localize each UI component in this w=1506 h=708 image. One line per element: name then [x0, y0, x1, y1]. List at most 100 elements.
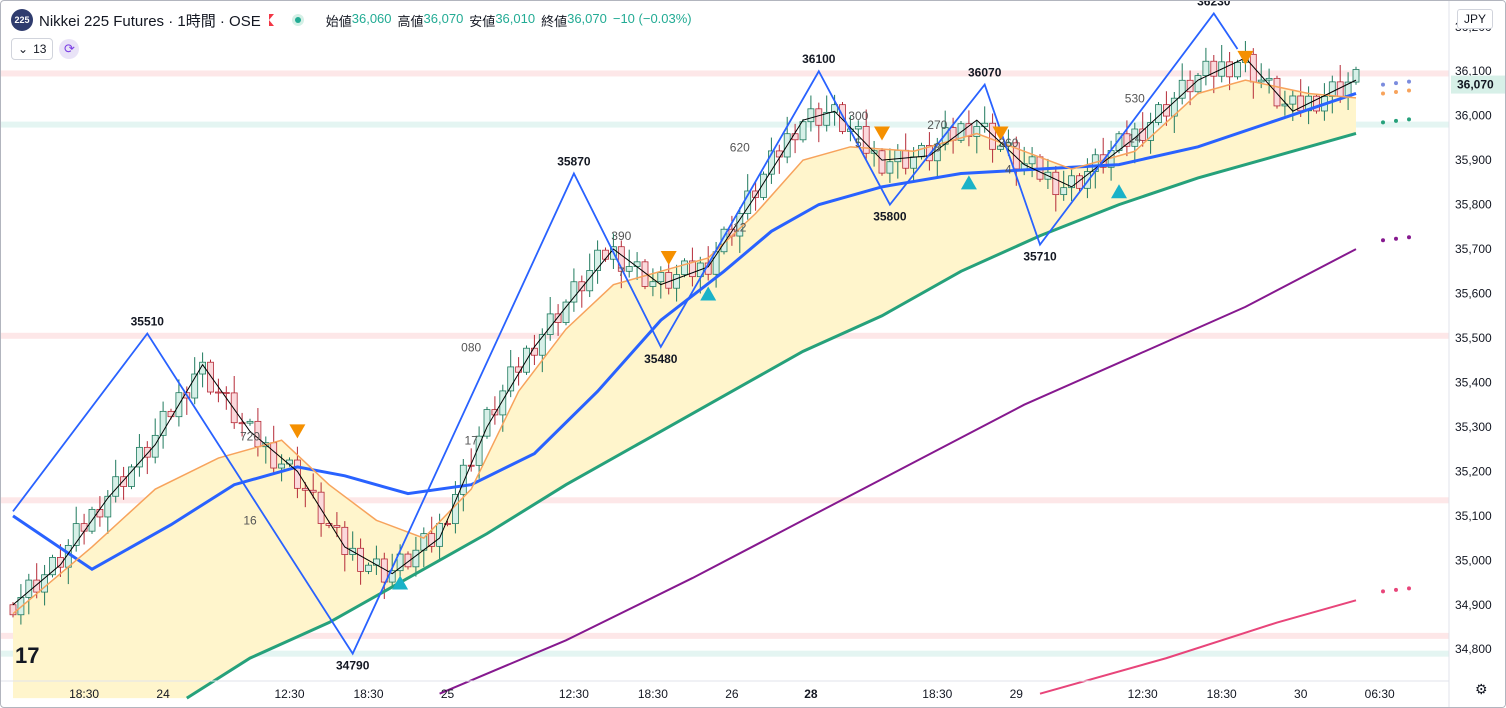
time-axis-tick: 18:30 [1207, 687, 1237, 701]
wave-label: 17 [465, 434, 479, 448]
indicator-toggle-button[interactable]: ⌄ 13 [11, 38, 54, 60]
chart-title[interactable]: Nikkei 225 Futures · 1時間 · OSE [39, 12, 261, 30]
candle-body [1186, 79, 1194, 93]
projection-dot [1394, 89, 1398, 94]
candle-body [815, 108, 823, 126]
candle-body [641, 261, 649, 287]
candle-body [167, 410, 175, 418]
candle-body [1139, 128, 1147, 141]
time-axis-tick: 28 [804, 687, 818, 701]
pivot-label: 35800 [873, 210, 907, 224]
zigzag-line [12, 11, 1239, 656]
candle-body [278, 463, 286, 469]
sell-signal-triangle [992, 126, 1009, 141]
candle-body [760, 173, 767, 198]
time-axis-tick: 24 [156, 687, 170, 701]
currency-button[interactable]: JPY [1457, 9, 1494, 29]
candle-body [120, 476, 127, 487]
candle-body [396, 553, 404, 572]
candle-body [989, 122, 996, 150]
candle-body [1163, 104, 1170, 117]
series-line-ema_purple [439, 248, 1357, 695]
last-price-tag [1451, 75, 1505, 94]
ohlc-value: 36,070 [567, 10, 607, 26]
candle-body [1289, 95, 1297, 105]
candle-body [973, 126, 981, 137]
candle-body [665, 272, 673, 289]
candle-body [570, 281, 578, 303]
candle-body [317, 491, 325, 524]
projection-dot [1407, 88, 1411, 93]
pivot-label: 34790 [336, 659, 370, 673]
candle-body [1226, 61, 1233, 78]
wave-label: 080 [461, 340, 481, 354]
candle-body [586, 270, 594, 292]
candle-body [1147, 122, 1154, 141]
candle-body [902, 149, 910, 169]
candle-body [625, 266, 633, 272]
sell-signal-triangle [289, 424, 306, 439]
candle-body [1265, 77, 1273, 81]
candle-body [886, 161, 894, 174]
candle-body [49, 557, 56, 576]
candle-body [910, 156, 917, 169]
price-axis-tick: 34,900 [1455, 598, 1492, 612]
candle-body [768, 150, 775, 175]
candle-body [1068, 175, 1075, 189]
candle-body [57, 557, 64, 568]
ohlc-value: 36,060 [351, 10, 392, 26]
time-axis-tick: 18:30 [69, 687, 99, 701]
projection-dot [1394, 118, 1398, 123]
candle-body [309, 489, 317, 493]
candle-body [270, 442, 278, 469]
series-line-ema_pink [1039, 599, 1357, 695]
buy-signal-triangle [1111, 184, 1127, 199]
price-axis-tick: 35,300 [1455, 420, 1492, 434]
candle-body [41, 574, 48, 593]
settings-gear-icon[interactable]: ⚙ [1475, 681, 1488, 697]
ohlc-label: 始値 [325, 13, 352, 29]
candle-body [681, 260, 688, 275]
candle-body [1155, 104, 1162, 123]
candle-body [839, 104, 846, 132]
wave-label: 360 [998, 136, 1018, 150]
price-axis-bg [1449, 1, 1505, 707]
candle-body [404, 553, 412, 568]
time-axis-tick: 29 [1010, 687, 1024, 701]
price-axis-tick: 36,100 [1455, 64, 1492, 78]
candle-body [997, 145, 1004, 150]
candle-body [554, 313, 562, 323]
candle-body [483, 409, 491, 437]
chart-header: 225 Nikkei 225 Futures · 1時間 · OSE 始値 36,… [11, 7, 692, 33]
ohlc-value: 36,070 [423, 10, 464, 26]
candle-body [25, 579, 33, 598]
time-axis-tick: 26 [725, 687, 739, 701]
symbol-badge[interactable]: 225 [11, 9, 33, 31]
ohlc-value: 36,010 [495, 10, 536, 26]
candle-body [918, 145, 925, 158]
candle-body [831, 104, 838, 113]
chevron-down-icon: ⌄ [18, 42, 29, 56]
projection-dot [1407, 117, 1411, 122]
candle-body [594, 249, 601, 271]
candle-body [1328, 81, 1336, 97]
price-axis-tick: 35,000 [1455, 553, 1492, 567]
candle-body [689, 260, 696, 278]
candle-body [531, 347, 538, 356]
candle-body [412, 549, 420, 568]
pivot-label: 36230 [1197, 1, 1231, 8]
price-axis-tick: 35,800 [1455, 198, 1492, 212]
tradingview-logo-icon[interactable]: 17 [15, 643, 40, 668]
indicator-row: ⌄ 13 ⟳ [11, 38, 80, 60]
last-price-label: 36,070 [1457, 78, 1494, 92]
candle-body [578, 281, 586, 292]
pivot-label: 35710 [1023, 250, 1057, 264]
candle-body [467, 464, 475, 467]
candle-body [562, 301, 570, 323]
projection-dot [1381, 589, 1385, 594]
refresh-icon[interactable]: ⟳ [59, 39, 80, 59]
sell-signal-triangle [1237, 50, 1254, 65]
candle-body [444, 523, 451, 525]
flag-icon[interactable] [268, 14, 274, 26]
